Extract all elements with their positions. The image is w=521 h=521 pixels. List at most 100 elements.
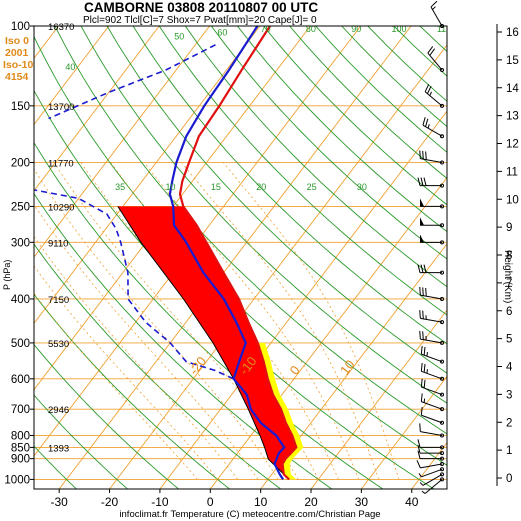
isotherm-line	[361, 375, 447, 489]
wind-barb-half-flag	[419, 482, 424, 486]
wind-barb-half-flag	[429, 91, 432, 96]
wind-barbs	[416, 0, 444, 494]
wind-barb-station	[440, 407, 444, 412]
wind-barb-station	[440, 467, 444, 472]
wind-barb	[419, 150, 444, 165]
isotherm-label: 10	[337, 357, 358, 378]
pressure-tick-label: 800	[11, 430, 30, 442]
dry-adiabat	[393, 26, 447, 77]
wind-barb-station	[440, 376, 444, 381]
wind-barb-staff	[421, 353, 443, 363]
wind-barb-staff	[420, 431, 443, 436]
wind-barb-flag	[417, 439, 421, 448]
wind-barb-flag	[420, 264, 424, 273]
wind-barb	[420, 393, 444, 412]
wind-barb	[417, 439, 444, 450]
wind-barb-station	[440, 340, 444, 345]
temperature-line	[178, 26, 298, 481]
dry-adiabat-label: 70	[261, 24, 271, 34]
pressure-tick-label: 300	[11, 237, 30, 249]
wind-barb	[420, 198, 444, 209]
pressure-tick-label: 400	[11, 294, 30, 306]
wind-barb-flag	[430, 0, 438, 8]
height-tick-label: 1	[506, 445, 512, 457]
wind-barb	[417, 450, 444, 461]
axes: 1001502002503004005006007008008509001000…	[4, 21, 519, 509]
wind-barb-flag	[423, 379, 426, 389]
temperature-tick-label: 0	[207, 495, 214, 509]
wind-barb-station	[440, 24, 444, 28]
isotherm-label: 0	[287, 363, 303, 378]
wind-barb-station	[440, 240, 444, 245]
wind-barb-flag	[429, 48, 436, 56]
wind-barb-flag	[420, 345, 423, 355]
isotherm-line	[310, 309, 447, 489]
wind-barb-staff	[422, 124, 443, 137]
height-tick-label: 5	[506, 334, 512, 346]
wind-barb	[416, 460, 444, 469]
wind-barb-flag	[422, 331, 424, 340]
temperature-tick-label: 10	[254, 495, 268, 509]
wind-barb-staff	[421, 468, 443, 478]
height-label: 7150	[48, 295, 69, 306]
wind-barb-station	[440, 451, 444, 456]
wind-barb-staff	[421, 386, 443, 396]
wind-barb-flag	[420, 177, 424, 186]
wind-barb	[417, 264, 444, 275]
wind-barb-half-flag	[432, 6, 436, 10]
dry-adiabat	[263, 26, 447, 206]
height-tick-label: 4	[506, 362, 513, 374]
temperature-tick-label: -20	[101, 495, 119, 509]
wind-barb-station	[440, 392, 444, 397]
wind-barb-flag	[417, 450, 421, 459]
wind-barb-staff	[424, 91, 443, 107]
wind-barb-flag	[425, 287, 427, 297]
dry-adiabat	[34, 394, 128, 489]
dry-adiabat	[158, 26, 447, 316]
wind-barb-flag	[420, 363, 423, 372]
isotherm-line	[58, 26, 412, 489]
wind-barb-flag	[423, 264, 427, 273]
wind-barb-flag	[416, 460, 421, 469]
wind-barb-station	[440, 67, 444, 72]
chart-footer: infoclimat.fr Temperature (C) meteocentr…	[119, 509, 380, 520]
wind-barb	[420, 363, 444, 381]
wind-barb-flag	[425, 118, 429, 127]
dry-adiabat-label: 110	[437, 24, 451, 34]
dry-adiabat-label: 60	[217, 28, 227, 38]
wind-barb-station	[440, 296, 444, 301]
pressure-tick-label: 100	[11, 21, 30, 33]
plot-frame	[33, 25, 448, 490]
height-label: 16370	[48, 22, 74, 33]
wind-barb-flag	[424, 84, 430, 92]
temperature-tick-label: 40	[405, 495, 419, 509]
wind-barb-station	[440, 270, 444, 275]
profile-series: -20-100102030506070809010011012013014015…	[34, 24, 451, 481]
wind-barb-flag	[426, 85, 432, 94]
dewpoint-dashed-line	[34, 189, 234, 380]
wind-barb-staff	[427, 52, 443, 71]
wind-barb-staff	[421, 401, 443, 410]
wind-barb	[424, 84, 444, 108]
wind-barb-staff	[421, 370, 443, 380]
iso10-label: Iso-10	[3, 59, 34, 71]
wind-barb	[417, 177, 444, 188]
wind-barb	[421, 477, 444, 494]
height-tick-label: 0	[506, 473, 512, 485]
moist-adiabat	[181, 162, 380, 480]
height-label: 13700	[48, 102, 74, 113]
isotherm-line	[34, 26, 59, 59]
pressure-tick-label: 250	[11, 201, 30, 213]
pressure-tick-label: 500	[11, 338, 30, 350]
wind-barb-staff	[422, 473, 443, 486]
wind-barb-station	[440, 103, 444, 108]
wind-barb-flag	[422, 150, 424, 160]
dry-adiabat-label: 40	[65, 62, 75, 72]
wind-barb-station	[440, 456, 444, 461]
wind-barb	[419, 423, 444, 438]
wind-barb-staff	[420, 158, 443, 163]
pressure-tick-label: 1000	[4, 474, 30, 486]
height-label: 10290	[48, 202, 74, 213]
wind-barb	[430, 0, 444, 28]
moist-adiabat	[53, 162, 299, 480]
